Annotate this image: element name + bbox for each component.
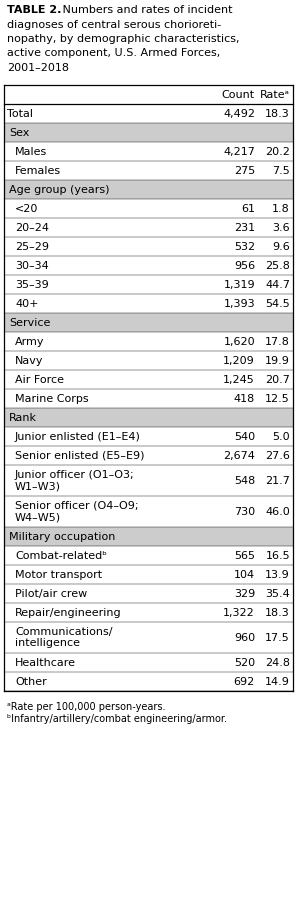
Text: 4,492: 4,492 bbox=[223, 109, 255, 119]
Text: 275: 275 bbox=[234, 166, 255, 176]
Text: 3.6: 3.6 bbox=[272, 223, 290, 233]
Text: active component, U.S. Armed Forces,: active component, U.S. Armed Forces, bbox=[7, 49, 220, 59]
Text: 329: 329 bbox=[234, 589, 255, 599]
Text: Senior enlisted (E5–E9): Senior enlisted (E5–E9) bbox=[15, 451, 145, 461]
Text: Females: Females bbox=[15, 166, 61, 176]
Text: 17.8: 17.8 bbox=[265, 337, 290, 347]
Text: 956: 956 bbox=[234, 261, 255, 271]
Text: 418: 418 bbox=[234, 394, 255, 404]
Text: Pilot/air crew: Pilot/air crew bbox=[15, 589, 87, 599]
Text: 520: 520 bbox=[234, 658, 255, 668]
Text: 1.8: 1.8 bbox=[272, 204, 290, 214]
Text: Count: Count bbox=[222, 90, 255, 100]
Bar bbox=[4, 528, 293, 547]
Text: 2,674: 2,674 bbox=[223, 451, 255, 461]
Text: 46.0: 46.0 bbox=[265, 507, 290, 517]
Text: Total: Total bbox=[7, 109, 33, 119]
Text: Numbers and rates of incident: Numbers and rates of incident bbox=[59, 5, 233, 15]
Text: 548: 548 bbox=[234, 476, 255, 486]
Text: Other: Other bbox=[15, 677, 47, 687]
Text: 25.8: 25.8 bbox=[265, 261, 290, 271]
Text: Marine Corps: Marine Corps bbox=[15, 394, 89, 404]
Text: 231: 231 bbox=[234, 223, 255, 233]
Text: 61: 61 bbox=[241, 204, 255, 214]
Text: Sex: Sex bbox=[9, 128, 29, 138]
Bar bbox=[4, 408, 293, 427]
Text: 730: 730 bbox=[234, 507, 255, 517]
Text: Junior enlisted (E1–E4): Junior enlisted (E1–E4) bbox=[15, 432, 141, 442]
Text: 44.7: 44.7 bbox=[265, 280, 290, 290]
Text: 13.9: 13.9 bbox=[265, 570, 290, 580]
Text: 25–29: 25–29 bbox=[15, 242, 49, 252]
Text: 17.5: 17.5 bbox=[265, 633, 290, 643]
Text: 1,209: 1,209 bbox=[223, 356, 255, 366]
Text: 12.5: 12.5 bbox=[265, 394, 290, 404]
Text: 19.9: 19.9 bbox=[265, 356, 290, 366]
Text: 40+: 40+ bbox=[15, 299, 39, 309]
Bar bbox=[4, 313, 293, 332]
Text: 532: 532 bbox=[234, 242, 255, 252]
Text: <20: <20 bbox=[15, 204, 38, 214]
Text: 24.8: 24.8 bbox=[265, 658, 290, 668]
Text: 960: 960 bbox=[234, 633, 255, 643]
Text: 27.6: 27.6 bbox=[265, 451, 290, 461]
Text: 1,322: 1,322 bbox=[223, 608, 255, 618]
Text: Males: Males bbox=[15, 147, 47, 157]
Text: 2001–2018: 2001–2018 bbox=[7, 63, 69, 73]
Text: Military occupation: Military occupation bbox=[9, 532, 115, 542]
Text: Repair/engineering: Repair/engineering bbox=[15, 608, 122, 618]
Text: W1–W3): W1–W3) bbox=[15, 481, 61, 491]
Text: 18.3: 18.3 bbox=[265, 608, 290, 618]
Text: 54.5: 54.5 bbox=[265, 299, 290, 309]
Text: Combat-relatedᵇ: Combat-relatedᵇ bbox=[15, 551, 107, 561]
Text: Junior officer (O1–O3;: Junior officer (O1–O3; bbox=[15, 470, 135, 480]
Text: Senior officer (O4–O9;: Senior officer (O4–O9; bbox=[15, 500, 138, 510]
Text: nopathy, by demographic characteristics,: nopathy, by demographic characteristics, bbox=[7, 34, 239, 44]
Text: 1,393: 1,393 bbox=[223, 299, 255, 309]
Text: 4,217: 4,217 bbox=[223, 147, 255, 157]
Text: Rateᵃ: Rateᵃ bbox=[260, 90, 290, 100]
Text: 540: 540 bbox=[234, 432, 255, 442]
Text: 9.6: 9.6 bbox=[272, 242, 290, 252]
Text: Motor transport: Motor transport bbox=[15, 570, 102, 580]
Text: diagnoses of central serous chorioreti-: diagnoses of central serous chorioreti- bbox=[7, 20, 221, 30]
Text: intelligence: intelligence bbox=[15, 639, 80, 649]
Text: 104: 104 bbox=[234, 570, 255, 580]
Bar bbox=[4, 180, 293, 199]
Text: W4–W5): W4–W5) bbox=[15, 512, 61, 522]
Text: 14.9: 14.9 bbox=[265, 677, 290, 687]
Text: ᵃRate per 100,000 person-years.: ᵃRate per 100,000 person-years. bbox=[7, 701, 165, 711]
Text: Age group (years): Age group (years) bbox=[9, 185, 110, 195]
Text: 16.5: 16.5 bbox=[266, 551, 290, 561]
Text: 35.4: 35.4 bbox=[265, 589, 290, 599]
Text: TABLE 2.: TABLE 2. bbox=[7, 5, 61, 15]
Text: 565: 565 bbox=[234, 551, 255, 561]
Text: 21.7: 21.7 bbox=[265, 476, 290, 486]
Text: 35–39: 35–39 bbox=[15, 280, 49, 290]
Text: 20–24: 20–24 bbox=[15, 223, 49, 233]
Text: 1,245: 1,245 bbox=[223, 375, 255, 385]
Text: Air Force: Air Force bbox=[15, 375, 64, 385]
Text: 20.2: 20.2 bbox=[265, 147, 290, 157]
Text: 1,319: 1,319 bbox=[223, 280, 255, 290]
Text: 18.3: 18.3 bbox=[265, 109, 290, 119]
Text: Navy: Navy bbox=[15, 356, 43, 366]
Text: Healthcare: Healthcare bbox=[15, 658, 76, 668]
Text: Army: Army bbox=[15, 337, 45, 347]
Text: 7.5: 7.5 bbox=[272, 166, 290, 176]
Bar bbox=[4, 123, 293, 142]
Text: 30–34: 30–34 bbox=[15, 261, 49, 271]
Text: Rank: Rank bbox=[9, 413, 37, 423]
Text: Communications/: Communications/ bbox=[15, 626, 113, 636]
Text: 1,620: 1,620 bbox=[223, 337, 255, 347]
Text: 20.7: 20.7 bbox=[265, 375, 290, 385]
Text: 5.0: 5.0 bbox=[272, 432, 290, 442]
Text: 692: 692 bbox=[234, 677, 255, 687]
Text: Service: Service bbox=[9, 318, 50, 328]
Text: ᵇInfantry/artillery/combat engineering/armor.: ᵇInfantry/artillery/combat engineering/a… bbox=[7, 715, 227, 725]
